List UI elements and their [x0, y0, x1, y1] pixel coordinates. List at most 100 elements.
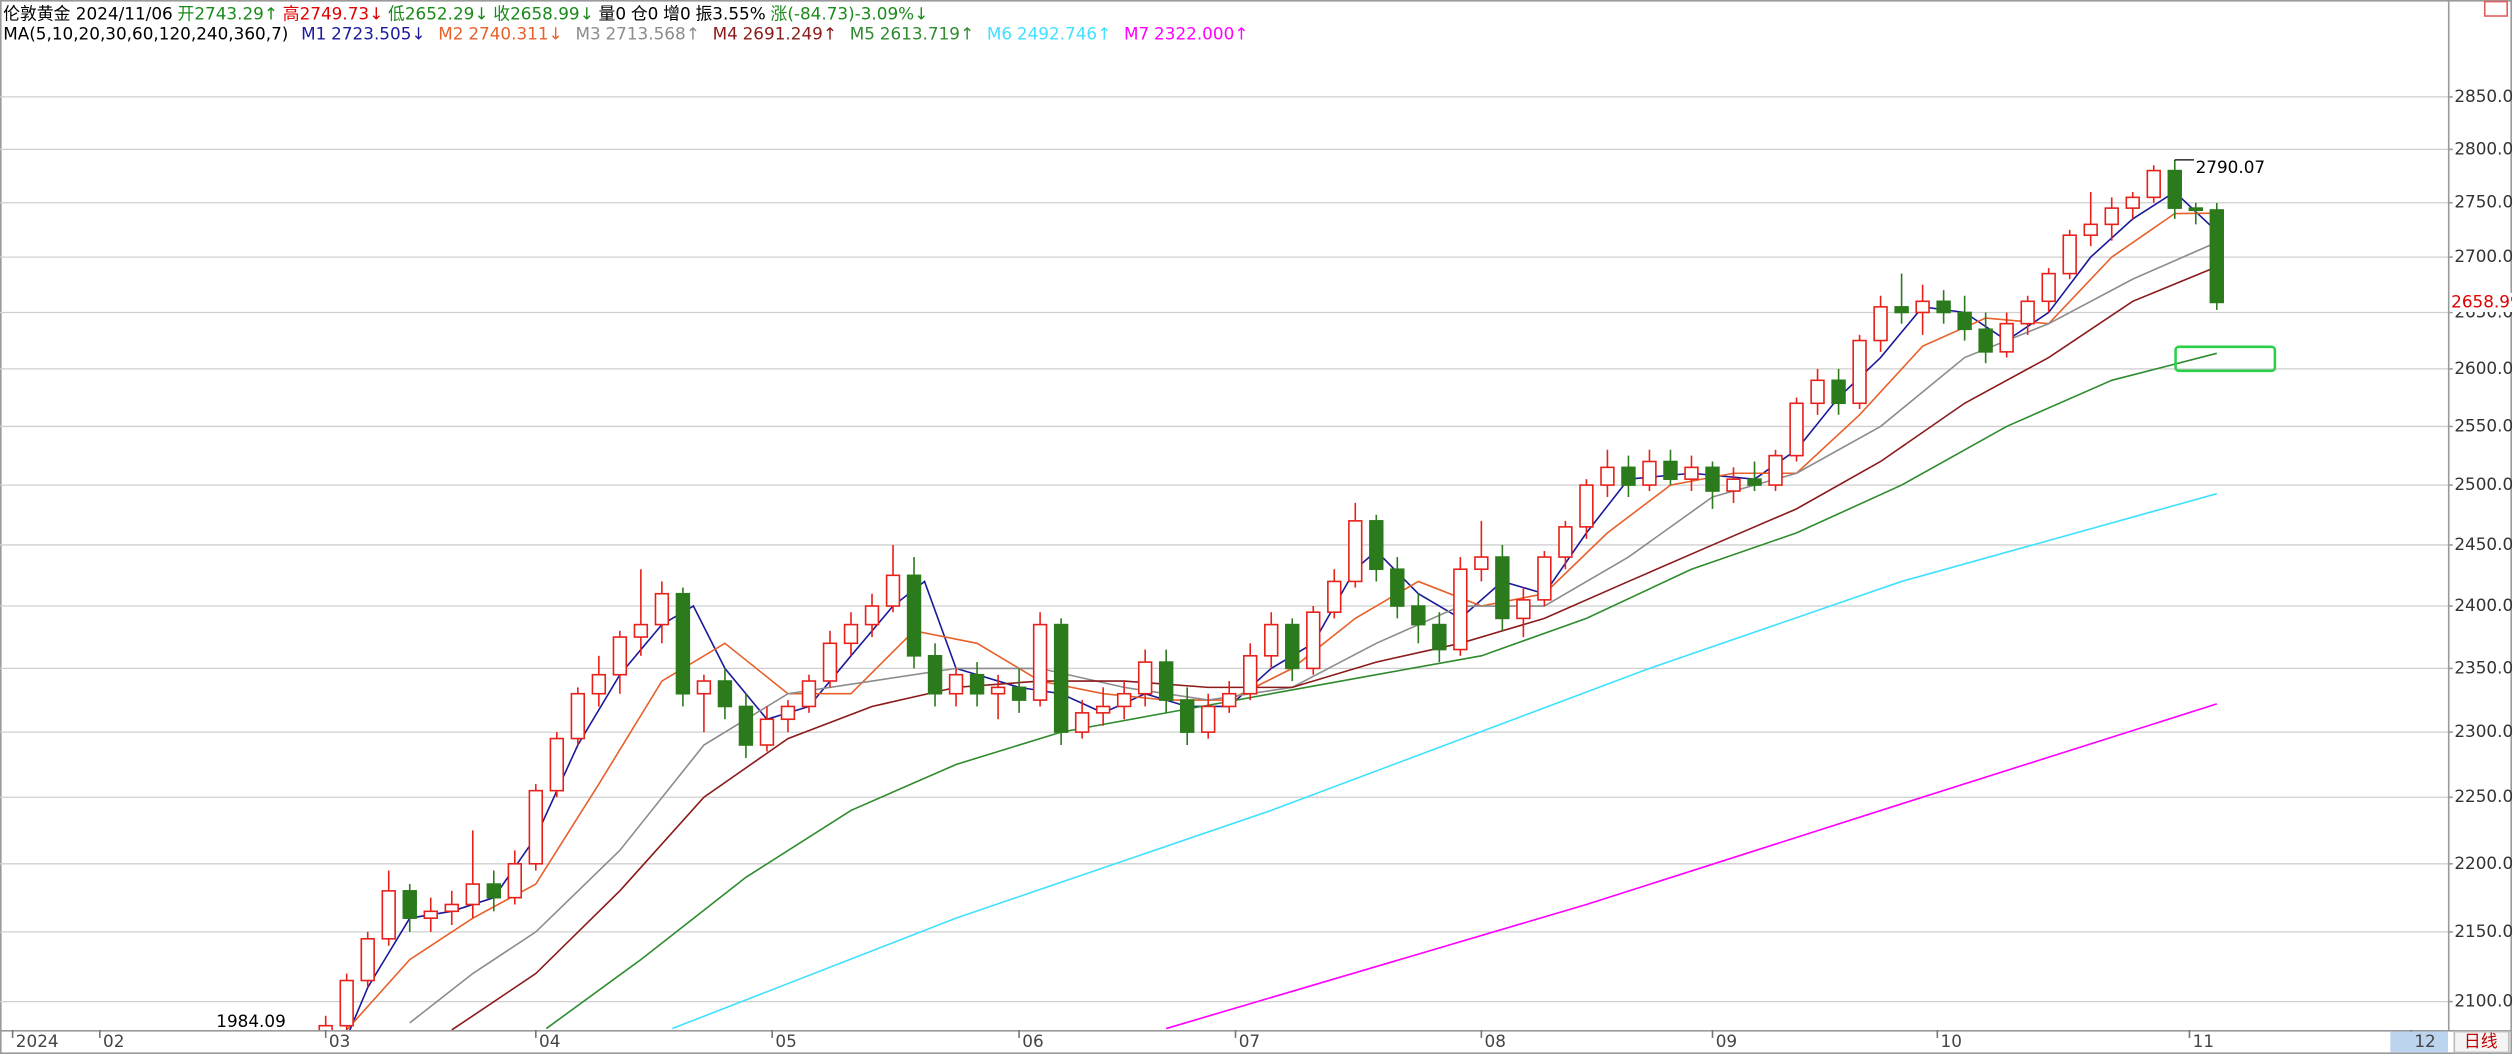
y-tick-label: 2100.00: [2454, 991, 2512, 1011]
candle-body: [1200, 705, 1216, 733]
candle-body: [1978, 328, 1993, 353]
y-tick-label: 2850.00: [2454, 86, 2512, 106]
candle-body: [2020, 300, 2035, 325]
candle: [780, 700, 796, 733]
candle: [1915, 284, 1930, 335]
candle: [1516, 587, 1531, 638]
candle: [1327, 569, 1342, 619]
candle-body: [2104, 207, 2119, 226]
candle: [1768, 449, 1783, 492]
candle: [2167, 159, 2182, 219]
legend-name: M5: [850, 23, 875, 43]
candle-body: [2167, 169, 2182, 209]
candle: [1999, 312, 2014, 358]
candle: [612, 630, 628, 694]
header-item: 低2652.29↓: [388, 3, 488, 23]
legend-value: 2723.505↓: [331, 23, 425, 43]
candle: [1558, 520, 1573, 570]
candle: [2083, 191, 2098, 247]
candle: [885, 544, 901, 613]
candle: [822, 630, 838, 688]
header-item: 高2749.73↓: [283, 3, 383, 23]
x-tick-label: 11: [2193, 1031, 2214, 1051]
candle-body: [1179, 699, 1195, 733]
candle: [1074, 700, 1090, 739]
candle: [1348, 502, 1363, 588]
candle: [444, 890, 459, 926]
candle: [1726, 467, 1741, 503]
candle-body: [507, 863, 523, 899]
candle: [1663, 449, 1678, 486]
candle: [402, 884, 417, 932]
candle: [339, 973, 354, 1030]
last-price-bg: [2449, 292, 2512, 313]
candle-body: [1516, 599, 1531, 620]
candle: [2020, 295, 2035, 335]
candle-body: [1348, 520, 1363, 583]
x-tick-label: 10: [1941, 1031, 1962, 1051]
candle-body: [1095, 705, 1111, 714]
candle-body: [1411, 605, 1426, 626]
candle: [2146, 165, 2161, 203]
candle: [759, 706, 775, 752]
candle: [2041, 268, 2056, 313]
corner-icon[interactable]: [2483, 0, 2508, 17]
ma-line: [545, 352, 2217, 1030]
legend-value: 2613.719↑: [880, 23, 974, 43]
candle: [969, 662, 985, 707]
y-tick-label: 2700.00: [2454, 246, 2512, 266]
header-item: 涨(-84.73)-3.09%↓: [771, 3, 929, 23]
y-tick-label: 2800.00: [2454, 138, 2512, 158]
candle: [1390, 557, 1405, 619]
candle-body: [843, 623, 859, 645]
candle-body: [1537, 556, 1552, 601]
candle: [1243, 643, 1258, 701]
candle-body: [570, 692, 586, 740]
last-price-label: 2658.99: [2451, 291, 2512, 311]
candle: [2209, 203, 2224, 310]
ma-line: [672, 492, 2218, 1030]
candle-body: [318, 1024, 333, 1030]
candle-body: [1285, 623, 1300, 670]
ma-line: [451, 265, 2218, 1030]
candle: [528, 784, 544, 871]
candle-body: [1600, 466, 1615, 486]
candle-body: [780, 705, 796, 721]
candle: [1705, 461, 1720, 509]
y-tick-label: 2400.00: [2454, 595, 2512, 615]
candle-body: [465, 883, 480, 906]
y-tick-label: 2150.00: [2454, 921, 2512, 941]
candle: [1642, 449, 1657, 492]
candle-body: [444, 903, 459, 913]
candle: [507, 850, 523, 905]
period-label: 日线: [2464, 1031, 2498, 1051]
x-tick-label: 08: [1485, 1031, 1506, 1051]
x-tick-label: 04: [539, 1031, 560, 1051]
highlight-box: [2174, 345, 2277, 373]
candle: [1222, 681, 1237, 713]
candle-body: [1873, 306, 1888, 342]
candle: [1789, 397, 1804, 462]
candle: [1306, 606, 1321, 675]
x-tick-label: 07: [1239, 1031, 1260, 1051]
candle-body: [1642, 460, 1657, 486]
candle: [1200, 693, 1216, 739]
header-item: 增0: [663, 3, 691, 23]
x-tick-label: 05: [775, 1031, 796, 1051]
candle-body: [1158, 661, 1174, 701]
candle-body: [402, 890, 417, 919]
legend-value: 2492.746↑: [1017, 23, 1111, 43]
candle-body: [381, 890, 396, 940]
candle-body: [1074, 712, 1090, 733]
y-tick-label: 2300.00: [2454, 721, 2512, 741]
candle: [1369, 514, 1384, 582]
candle: [2104, 197, 2119, 241]
candle: [1011, 668, 1027, 713]
candle-body: [1579, 484, 1594, 528]
candle-body: [423, 910, 438, 919]
header-item: 仓0: [631, 3, 659, 23]
candle: [801, 674, 817, 713]
candle-body: [738, 705, 754, 746]
legend-value: 2322.000↑: [1154, 23, 1248, 43]
